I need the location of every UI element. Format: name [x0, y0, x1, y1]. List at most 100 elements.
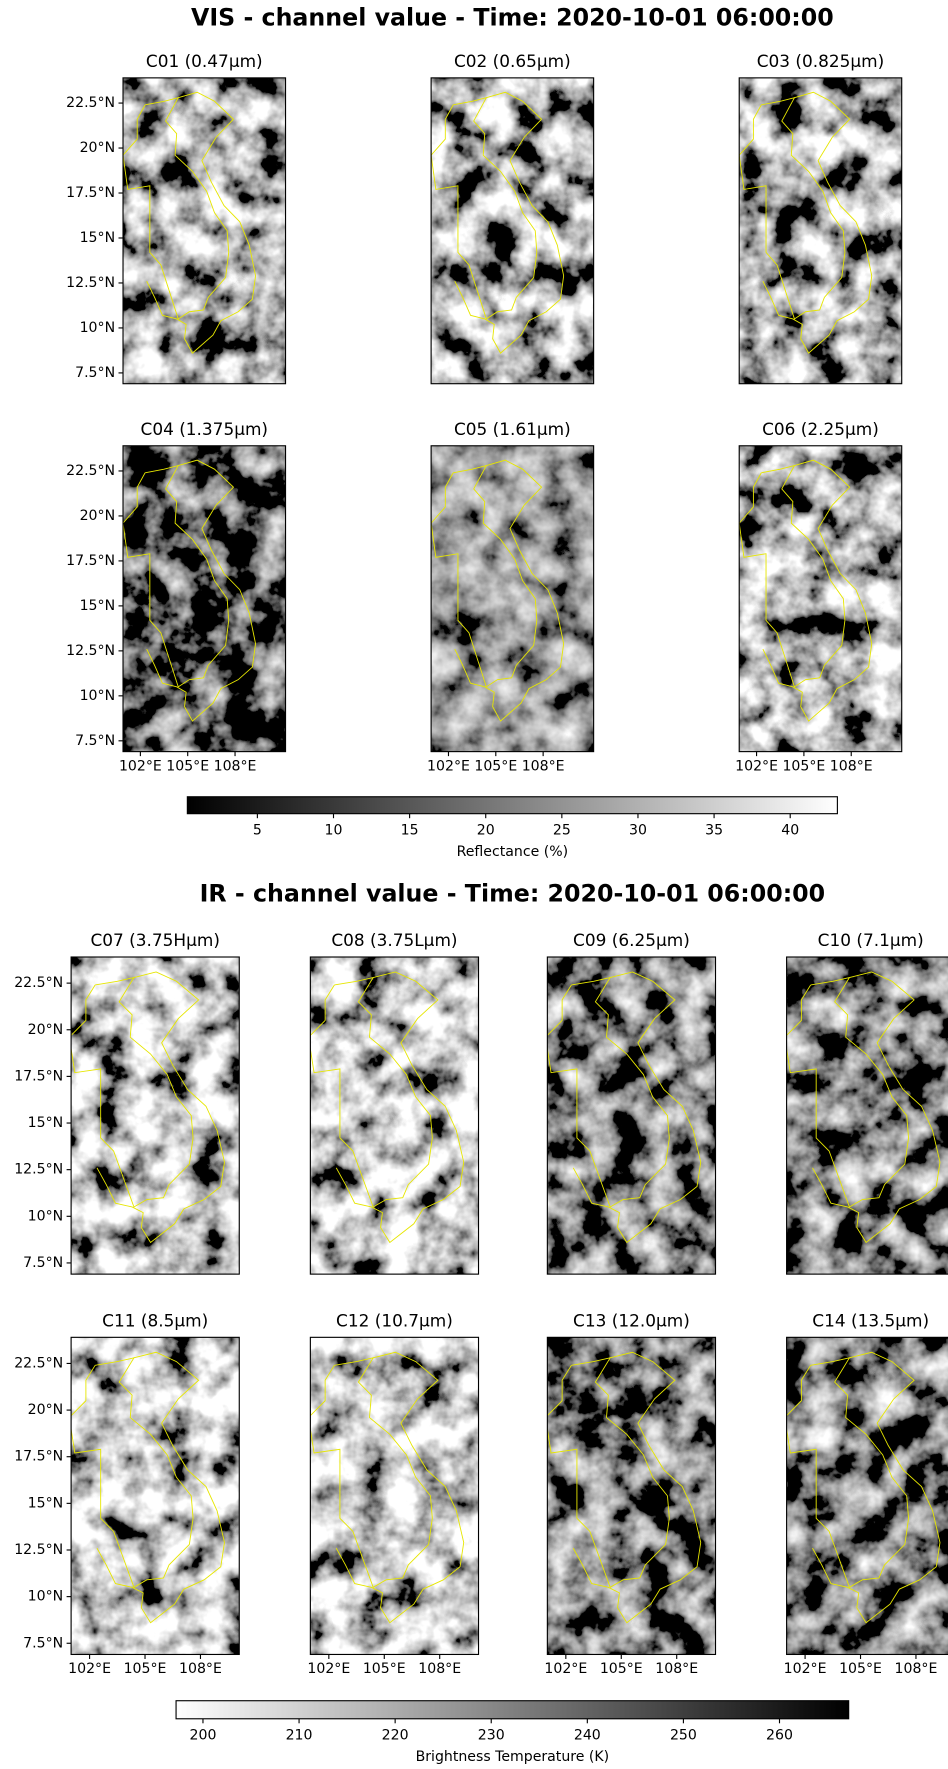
satellite-image: [431, 445, 594, 752]
x-tick-label: 108°E: [830, 758, 873, 774]
y-tick-label: 17.5°N: [14, 1449, 63, 1465]
panel-frame: [430, 445, 595, 753]
y-tick-label: 17.5°N: [66, 185, 115, 201]
y-tick-label: 12.5°N: [66, 275, 115, 291]
map-overlay: [431, 459, 565, 722]
satellite-image: [739, 445, 902, 752]
coastline: [762, 459, 873, 722]
x-tick-label: 102°E: [119, 758, 162, 774]
panel-title: C11 (8.5µm): [102, 1311, 208, 1331]
y-tick-label: 12.5°N: [14, 1162, 63, 1178]
panel-title: C01 (0.47µm): [146, 51, 263, 71]
coastline: [71, 1357, 194, 1588]
coastline: [96, 971, 225, 1244]
y-tick-label: 20°N: [28, 1402, 64, 1418]
panel-title: C12 (10.7µm): [336, 1311, 453, 1331]
coastline: [572, 971, 702, 1244]
y-tick-label: 15°N: [80, 598, 116, 614]
colorbar-tick-label: 40: [781, 823, 799, 839]
coastline: [71, 976, 194, 1208]
satellite-image: [547, 957, 716, 1275]
y-tick-label: 22.5°N: [66, 463, 115, 479]
coastline: [786, 1357, 910, 1588]
map-overlay: [310, 971, 465, 1244]
colorbar: [186, 796, 838, 815]
y-tick-label: 12.5°N: [66, 643, 115, 659]
figure-title: VIS - channel value - Time: 2020-10-01 0…: [191, 4, 834, 32]
y-tick-label: 7.5°N: [75, 365, 115, 381]
y-tick-label: 15°N: [28, 1495, 64, 1511]
figure-title: IR - channel value - Time: 2020-10-01 06…: [200, 879, 826, 907]
colorbar-tick-label: 200: [190, 1728, 217, 1744]
coastline: [96, 1351, 225, 1624]
y-tick-label: 22.5°N: [66, 95, 115, 111]
coastline: [812, 971, 941, 1244]
y-tick-label: 7.5°N: [75, 733, 115, 749]
colorbar-label: Brightness Temperature (K): [416, 1749, 610, 1765]
panel-frame: [786, 1336, 948, 1656]
coastline: [335, 971, 465, 1244]
satellite-image: [739, 77, 902, 384]
x-tick-label: 105°E: [839, 1661, 882, 1677]
colorbar-tick-label: 220: [382, 1728, 409, 1744]
satellite-image: [123, 445, 286, 752]
map-overlay: [547, 971, 702, 1244]
panel-frame: [786, 956, 948, 1275]
panel-title: C14 (13.5µm): [812, 1311, 929, 1331]
x-tick-label: 105°E: [363, 1661, 406, 1677]
x-tick-label: 108°E: [179, 1661, 222, 1677]
x-tick-label: 108°E: [214, 758, 257, 774]
coastline: [739, 96, 846, 320]
satellite-image: [786, 957, 948, 1275]
colorbar-tick-label: 230: [478, 1728, 505, 1744]
y-tick-label: 15°N: [80, 230, 116, 246]
panel-frame: [430, 77, 595, 385]
satellite-image: [431, 77, 594, 384]
x-tick-label: 105°E: [782, 758, 825, 774]
satellite-image: [310, 957, 479, 1275]
y-tick-label: 22.5°N: [14, 975, 63, 991]
panel-frame: [738, 445, 903, 753]
x-tick-label: 102°E: [427, 758, 470, 774]
colorbar-label: Reflectance (%): [457, 844, 569, 860]
x-tick-label: 105°E: [600, 1661, 643, 1677]
panel-frame: [122, 77, 287, 385]
y-tick-label: 10°N: [80, 320, 116, 336]
map-overlay: [739, 459, 873, 722]
coastline: [812, 1351, 941, 1624]
colorbar-tick-label: 25: [553, 823, 571, 839]
y-tick-label: 10°N: [28, 1589, 64, 1605]
colorbar-tick-label: 250: [670, 1728, 697, 1744]
coastline: [123, 96, 230, 320]
panel-title: C02 (0.65µm): [454, 51, 571, 71]
panel-title: C10 (7.1µm): [818, 930, 924, 950]
map-overlay: [786, 971, 941, 1244]
panel-frame: [309, 956, 480, 1275]
panel-title: C05 (1.61µm): [454, 419, 571, 439]
y-tick-label: 17.5°N: [66, 553, 115, 569]
y-tick-label: 20°N: [28, 1022, 64, 1038]
panel-frame: [738, 77, 903, 385]
coastline: [572, 1351, 702, 1624]
coastline: [335, 1351, 465, 1624]
coastline: [310, 976, 433, 1208]
panel-frame: [546, 1336, 717, 1656]
map-overlay: [431, 91, 565, 354]
panel-frame: [70, 1336, 240, 1656]
coastline: [310, 1357, 433, 1588]
x-tick-label: 108°E: [655, 1661, 698, 1677]
x-tick-label: 108°E: [895, 1661, 938, 1677]
x-tick-label: 102°E: [735, 758, 778, 774]
colorbar-tick-label: 240: [574, 1728, 601, 1744]
y-tick-label: 22.5°N: [14, 1355, 63, 1371]
colorbar-tick-label: 20: [477, 823, 495, 839]
x-tick-label: 105°E: [124, 1661, 167, 1677]
satellite-image: [71, 957, 240, 1275]
map-overlay: [123, 91, 257, 354]
coastline: [454, 91, 565, 354]
panel-frame: [122, 445, 287, 753]
coastline: [123, 464, 230, 688]
y-tick-label: 7.5°N: [23, 1255, 63, 1271]
panel-frame: [70, 956, 240, 1275]
